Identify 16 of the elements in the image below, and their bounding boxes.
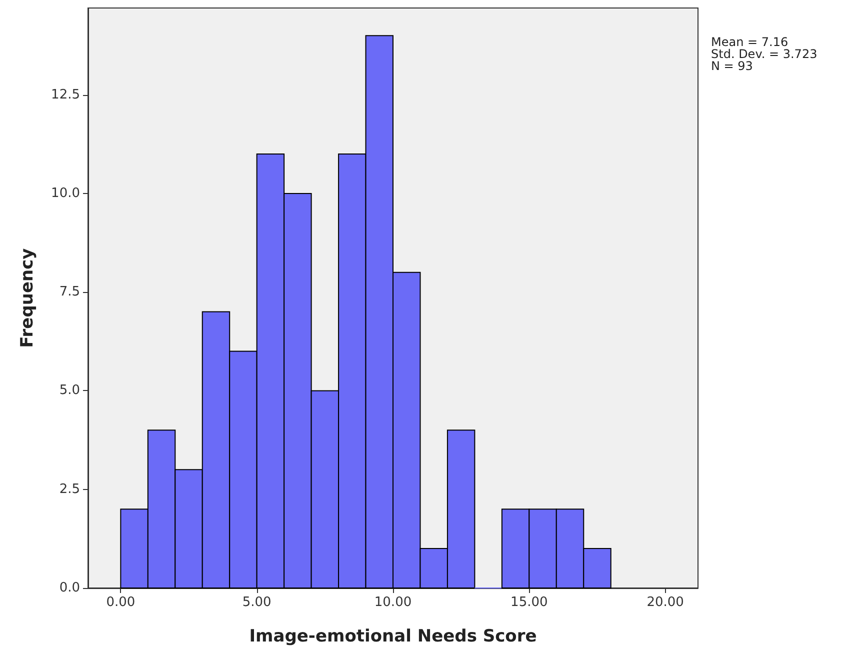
text: Mean = 7.16 [711, 35, 788, 49]
y-tick-label: 5.0 [59, 383, 80, 398]
x-tick-label: 15.00 [510, 595, 548, 610]
y-tick-label: 10.0 [51, 186, 80, 201]
text: Std. Dev. = 3.723 [711, 47, 818, 61]
x-tick-label: 5.00 [242, 595, 272, 610]
y-tick-label: 7.5 [59, 284, 80, 300]
y-axis-title: Frequency [18, 248, 38, 348]
y-tick-label: 12.5 [51, 87, 80, 102]
y-tick-label: 2.5 [59, 482, 80, 497]
x-tick-label: 10.00 [374, 595, 412, 610]
x-tick-label: 0.00 [106, 595, 136, 610]
y-tick-label: 0.0 [59, 580, 80, 596]
x-axis-title: Image-emotional Needs Score [249, 626, 537, 646]
text: N = 93 [711, 59, 753, 73]
x-tick-label: 20.00 [646, 595, 684, 610]
